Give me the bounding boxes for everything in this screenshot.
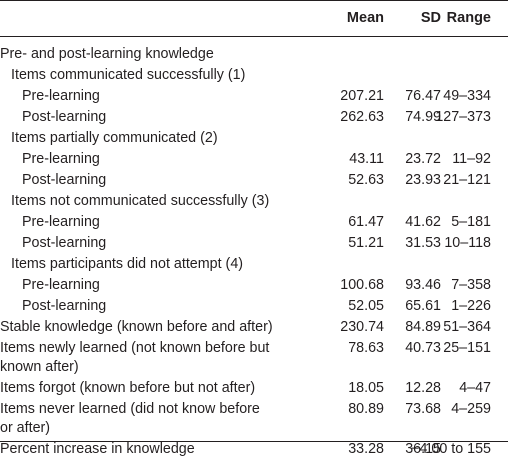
header-range: Range	[446, 10, 491, 26]
row-label: Items participants did not attempt (4)	[11, 256, 244, 272]
top-rule	[0, 0, 508, 1]
row-label: Items partially communicated (2)	[11, 130, 218, 146]
header-mean: Mean	[346, 10, 384, 26]
row-label: Stable knowledge (known before and after…	[0, 319, 273, 335]
table-row: Stable knowledge (known before and after…	[0, 318, 508, 339]
cell-mean: 230.74	[340, 319, 384, 335]
cell-sd: 23.72	[405, 151, 441, 167]
row-label: Post-learning	[22, 109, 107, 125]
table-row: Pre- and post-learning knowledge	[0, 45, 508, 66]
cell-sd: 74.99	[405, 109, 441, 125]
cell-range: 127–373	[435, 109, 491, 125]
cell-mean: 61.47	[348, 214, 384, 230]
table-row: Pre-learning 61.47 41.62 5–181	[0, 213, 508, 234]
cell-mean: 262.63	[340, 109, 384, 125]
cell-mean: 51.21	[348, 235, 384, 251]
cell-range: 51–364	[443, 319, 491, 335]
cell-sd: 12.28	[405, 380, 441, 396]
cell-sd: 76.47	[405, 88, 441, 104]
cell-range: 1–226	[451, 298, 491, 314]
row-label: Post-learning	[22, 235, 107, 251]
cell-sd: 40.73	[405, 340, 441, 356]
row-label: Pre- and post-learning knowledge	[0, 46, 214, 62]
cell-mean: 100.68	[340, 277, 384, 293]
cell-sd: 41.62	[405, 214, 441, 230]
row-label: Post-learning	[22, 172, 107, 188]
cell-sd: 84.89	[405, 319, 441, 335]
table-row: Pre-learning 207.21 76.47 49–334	[0, 87, 508, 108]
row-label: Pre-learning	[22, 277, 100, 293]
table-row: Items not communicated successfully (3)	[0, 192, 508, 213]
cell-sd: 73.68	[405, 401, 441, 417]
cell-mean: 18.05	[348, 380, 384, 396]
row-label: Items communicated successfully (1)	[11, 67, 246, 83]
cell-mean: 80.89	[348, 401, 384, 417]
cell-sd: 93.46	[405, 277, 441, 293]
row-label: Pre-learning	[22, 214, 100, 230]
row-label: Items forgot (known before but not after…	[0, 380, 256, 396]
cell-range: −4.00 to 155	[411, 441, 491, 457]
header-rule	[0, 36, 508, 37]
cell-mean: 43.11	[349, 151, 384, 167]
cell-range: 25–151	[443, 340, 491, 356]
cell-sd: 23.93	[405, 172, 441, 188]
table-row: Items partially communicated (2)	[0, 129, 508, 150]
cell-sd: 31.53	[405, 235, 441, 251]
row-label: Items not communicated successfully (3)	[11, 193, 270, 209]
header-sd: SD	[420, 10, 441, 26]
table-row: Post-learning 51.21 31.53 10–118	[0, 234, 508, 255]
table-row: Pre-learning 100.68 93.46 7–358	[0, 276, 508, 297]
table-row: Post-learning 52.05 65.61 1–226	[0, 297, 508, 318]
cell-range: 21–121	[443, 172, 491, 188]
cell-range: 5–181	[451, 214, 491, 230]
cell-sd: 65.61	[405, 298, 441, 314]
row-label: Items newly learned (not known before bu…	[0, 340, 270, 375]
table-row: Items newly learned (not known before bu…	[0, 339, 508, 379]
row-label: Pre-learning	[22, 151, 100, 167]
cell-range: 10–118	[444, 235, 491, 251]
cell-range: 4–47	[459, 380, 491, 396]
table-row: Post-learning 52.63 23.93 21–121	[0, 171, 508, 192]
row-label: Pre-learning	[22, 88, 100, 104]
cell-mean: 207.21	[340, 88, 384, 104]
table-row: Pre-learning 43.11 23.72 11–92	[0, 150, 508, 171]
table-body: Pre- and post-learning knowledge Items c…	[0, 45, 508, 461]
row-label: Post-learning	[22, 298, 107, 314]
table-row: Items participants did not attempt (4)	[0, 255, 508, 276]
table-row: Percent increase in knowledge 33.28 36.1…	[0, 440, 508, 461]
cell-range: 49–334	[443, 88, 491, 104]
cell-range: 4–259	[451, 401, 491, 417]
row-label: Percent increase in knowledge	[0, 441, 195, 457]
table-row: Items communicated successfully (1)	[0, 66, 508, 87]
cell-mean: 52.05	[348, 298, 384, 314]
table-row: Post-learning 262.63 74.99 127–373	[0, 108, 508, 129]
cell-range: 7–358	[451, 277, 491, 293]
row-label: Items never learned (did not know before…	[0, 401, 260, 436]
table-row: Items forgot (known before but not after…	[0, 379, 508, 400]
cell-mean: 33.28	[348, 441, 384, 457]
cell-mean: 78.63	[348, 340, 384, 356]
table-row: Items never learned (did not know before…	[0, 400, 508, 440]
cell-range: 11–92	[452, 151, 491, 167]
cell-mean: 52.63	[348, 172, 384, 188]
